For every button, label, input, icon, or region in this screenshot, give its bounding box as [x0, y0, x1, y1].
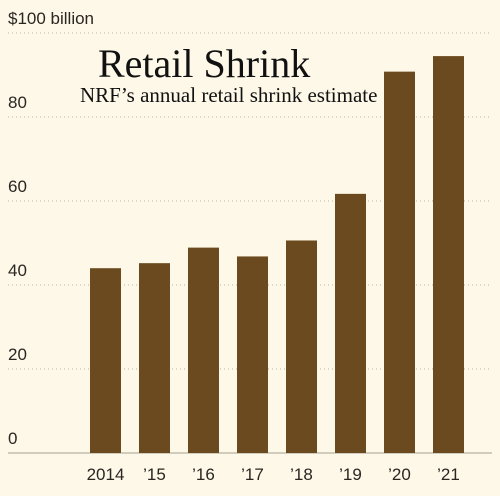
x-tick-label: ’17: [241, 465, 264, 484]
y-tick-label: 80: [8, 93, 27, 112]
x-tick-label: ’15: [143, 465, 166, 484]
x-tick-label: ’16: [192, 465, 215, 484]
y-tick-label: 40: [8, 261, 27, 280]
y-tick-label: $100 billion: [8, 9, 94, 28]
x-tick-label: 2014: [87, 465, 125, 484]
bar: [237, 256, 268, 453]
y-tick-label: 0: [8, 429, 17, 448]
y-tick-label: 20: [8, 345, 27, 364]
chart-title: Retail Shrink: [98, 41, 310, 86]
bar: [433, 56, 464, 453]
y-tick-label: 60: [8, 177, 27, 196]
x-tick-label: ’20: [388, 465, 411, 484]
bar: [286, 240, 317, 453]
bar: [335, 193, 366, 454]
x-tick-label: ’21: [437, 465, 460, 484]
bar: [90, 268, 121, 453]
x-tick-label: ’19: [339, 465, 362, 484]
chart-subtitle: NRF’s annual retail shrink estimate: [80, 83, 377, 107]
y-tick-labels: 0 20 40 60 80 $100 billion: [8, 9, 94, 448]
x-tick-label: ’18: [290, 465, 313, 484]
bar: [139, 263, 170, 453]
bar: [188, 247, 219, 453]
x-tick-labels: 2014 ’15 ’16 ’17 ’18 ’19 ’20 ’21: [87, 465, 460, 484]
bar: [384, 71, 415, 453]
bars: [90, 56, 464, 454]
